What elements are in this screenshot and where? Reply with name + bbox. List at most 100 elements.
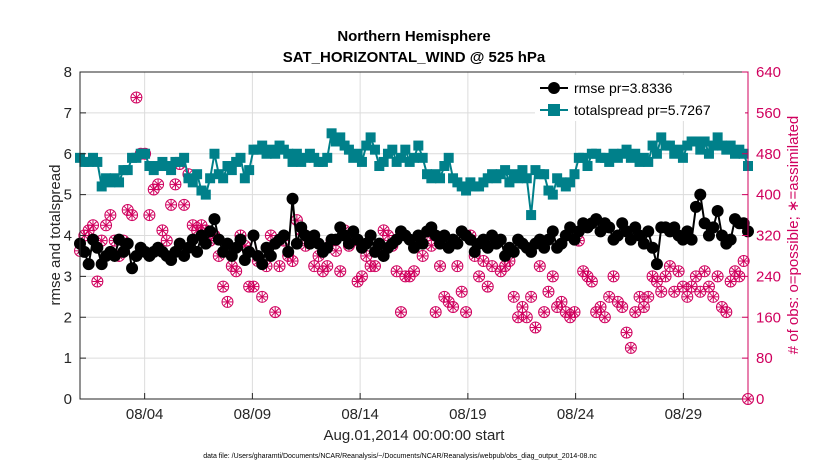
obs-possible-point [737,255,750,268]
obs-possible-point [256,290,269,303]
asterisk-stroke [666,262,674,271]
asterisk-stroke [592,308,601,316]
asterisk-stroke [653,277,661,286]
asterisk-stroke [89,221,97,230]
obs-assimilated-point [317,266,328,277]
obs-assimilated-point [257,291,268,302]
rmse-point [364,229,377,242]
totalspread-point [500,165,511,176]
chart-title-line-1: Northern Hemisphere [337,28,490,45]
asterisk-stroke [288,257,297,265]
asterisk-stroke [483,282,492,291]
obs-assimilated-point [88,220,99,231]
obs-possible-point [525,290,538,303]
rmse-point [82,258,95,271]
rmse-point [191,245,204,258]
legend: rmse pr=3.8336 totalspread pr=5.7267 [535,75,745,121]
asterisk-stroke [232,267,241,276]
obs-possible-point [160,234,173,247]
asterisk-stroke [709,292,718,301]
x-tick-label: 08/24 [557,406,595,423]
asterisk-stroke [449,303,457,311]
obs-assimilated-point [508,291,519,302]
asterisk-stroke [670,287,679,296]
x-tick-label: 08/09 [234,406,272,423]
asterisk-stroke [627,344,635,352]
asterisk-stroke [440,292,449,301]
obs-possible-point [711,270,724,283]
totalspread-point [96,181,107,192]
totalspread-point [517,165,528,176]
rmse-point [694,188,707,201]
asterisk-stroke [102,221,110,230]
totalspread-point [539,169,550,180]
obs-assimilated-point [487,261,498,272]
x-tick-label: 08/14 [341,406,379,423]
obs-assimilated-point [439,291,450,302]
rmse-point [247,229,260,242]
obs-assimilated-point [148,184,159,195]
rmse-point [724,233,737,246]
obs-assimilated-point [430,307,441,318]
asterisk-stroke [405,272,414,281]
asterisk-stroke [527,292,535,301]
obs-assimilated-point [161,235,172,246]
obs-possible-point [477,255,490,268]
obs-assimilated-point [382,230,393,241]
obs-possible-point [516,301,529,314]
obs-assimilated-point [474,271,485,282]
totalspread-point [695,144,706,155]
asterisk-stroke [583,272,592,281]
obs-assimilated-point [435,261,446,272]
obs-assimilated-point [105,210,116,221]
asterisk-stroke [605,292,614,301]
obs-possible-point [273,260,286,273]
obs-possible-point [542,285,555,298]
obs-assimilated-point [543,286,554,297]
obs-assimilated-point [630,307,641,318]
asterisk-stroke [418,252,427,260]
totalspread-point [604,156,615,167]
rmse-point [264,249,277,262]
y-tick-label-left: 6 [64,146,72,163]
totalspread-point [179,152,190,163]
obs-possible-point [104,209,117,222]
asterisk-stroke [431,308,440,316]
asterisk-stroke [358,272,366,281]
totalspread-point [443,152,454,163]
asterisk-stroke [93,277,102,286]
totalspread-point [565,177,576,188]
rmse-point [546,225,559,238]
legend-rmse-marker [548,82,560,94]
obs-possible-point [169,178,182,191]
obs-possible-point [629,306,642,319]
asterisk-stroke [84,226,93,235]
asterisk-stroke [457,287,466,296]
obs-assimilated-point [608,271,619,282]
asterisk-stroke [640,303,648,311]
rmse-point [646,241,659,254]
obs-assimilated-point [443,296,454,307]
asterisk-stroke [622,328,631,337]
asterisk-stroke [427,241,436,250]
obs-possible-point [416,249,429,262]
y-tick-label-left: 7 [64,105,72,122]
asterisk-stroke [319,267,327,276]
y-axis-label-left: rmse and totalspread [47,165,64,306]
rmse-point [689,200,702,213]
obs-assimilated-point [612,296,623,307]
asterisk-stroke [154,180,162,189]
obs-assimilated-point [101,220,112,231]
obs-possible-point [165,198,178,211]
y-tick-label-right: 80 [756,350,773,367]
obs-assimilated-point [226,261,237,272]
obs-assimilated-point [651,276,662,287]
obs-possible-point [533,260,546,273]
obs-assimilated-point [621,327,632,338]
asterisk-stroke [410,267,418,276]
asterisk-stroke [644,292,653,301]
asterisk-stroke [687,282,696,291]
obs-possible-point [473,270,486,283]
rmse-point [685,233,698,246]
obs-assimilated-point [222,296,233,307]
